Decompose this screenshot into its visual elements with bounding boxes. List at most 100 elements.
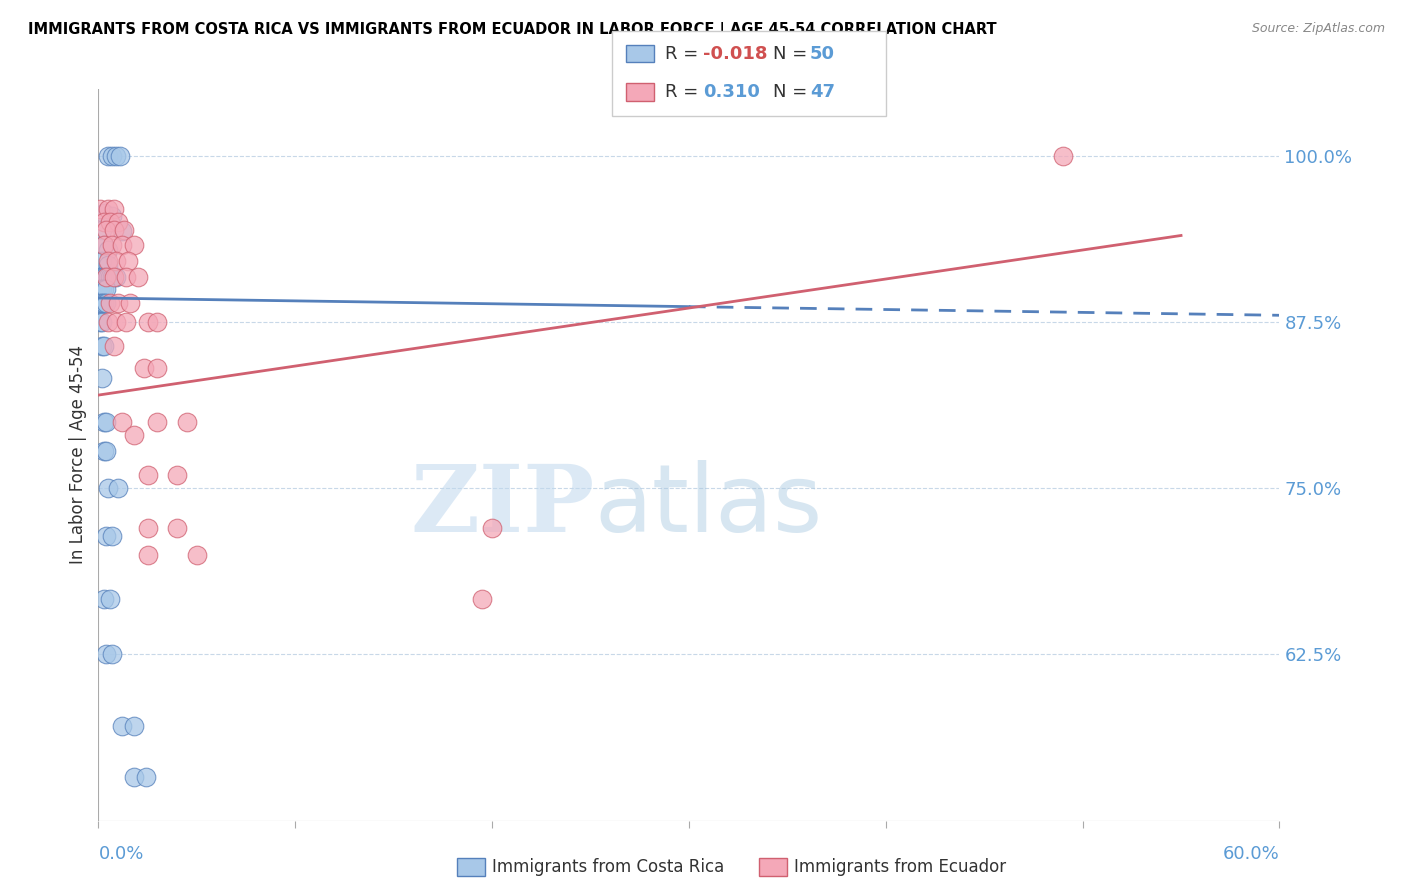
Point bbox=[93, 339, 115, 353]
Point bbox=[105, 315, 128, 329]
Point bbox=[115, 269, 138, 284]
Point bbox=[97, 269, 120, 284]
Point bbox=[93, 206, 115, 220]
Point bbox=[132, 361, 155, 376]
Point bbox=[97, 149, 120, 163]
Text: Immigrants from Ecuador: Immigrants from Ecuador bbox=[794, 858, 1007, 876]
Point bbox=[103, 339, 125, 353]
Point bbox=[91, 315, 114, 329]
Point bbox=[93, 296, 115, 310]
Point bbox=[96, 223, 118, 237]
Point bbox=[101, 648, 124, 662]
Text: R =: R = bbox=[665, 83, 704, 101]
Point bbox=[93, 282, 115, 296]
Point bbox=[96, 648, 118, 662]
Point bbox=[97, 315, 120, 329]
Point bbox=[89, 315, 111, 329]
Point bbox=[115, 315, 138, 329]
Text: 47: 47 bbox=[810, 83, 835, 101]
Point bbox=[146, 315, 169, 329]
Point bbox=[136, 315, 159, 329]
Point bbox=[103, 269, 125, 284]
Text: 50: 50 bbox=[810, 45, 835, 62]
Point bbox=[91, 339, 114, 353]
Point bbox=[146, 415, 169, 429]
Point bbox=[96, 444, 118, 458]
Point bbox=[186, 548, 208, 562]
Text: R =: R = bbox=[665, 45, 704, 62]
Point bbox=[122, 770, 145, 784]
Text: 60.0%: 60.0% bbox=[1223, 845, 1279, 863]
Point bbox=[127, 269, 149, 284]
Point bbox=[166, 467, 188, 482]
Point bbox=[101, 209, 124, 223]
Point bbox=[101, 237, 124, 252]
Point bbox=[481, 521, 503, 535]
Point bbox=[96, 282, 118, 296]
Point bbox=[96, 269, 118, 284]
Point bbox=[96, 529, 118, 543]
Point bbox=[91, 223, 114, 237]
Point bbox=[97, 481, 120, 495]
Point bbox=[89, 202, 111, 216]
Point bbox=[91, 296, 114, 310]
Point bbox=[136, 548, 159, 562]
Point bbox=[111, 225, 134, 239]
Point bbox=[105, 269, 128, 284]
Point bbox=[91, 371, 114, 385]
Point bbox=[166, 521, 188, 535]
Point bbox=[93, 237, 115, 252]
Point bbox=[105, 253, 128, 268]
Point bbox=[146, 361, 169, 376]
Point bbox=[112, 223, 135, 237]
Point bbox=[108, 149, 131, 163]
Text: Immigrants from Costa Rica: Immigrants from Costa Rica bbox=[492, 858, 724, 876]
Point bbox=[97, 202, 120, 216]
Point bbox=[111, 237, 134, 252]
Text: ZIP: ZIP bbox=[411, 461, 595, 551]
Point bbox=[1052, 149, 1074, 163]
Point bbox=[93, 269, 115, 284]
Point bbox=[135, 770, 157, 784]
Point bbox=[98, 215, 121, 229]
Point bbox=[97, 243, 120, 257]
Point bbox=[93, 444, 115, 458]
Point bbox=[103, 223, 125, 237]
Point bbox=[122, 719, 145, 733]
Point bbox=[98, 269, 121, 284]
Text: 0.0%: 0.0% bbox=[98, 845, 143, 863]
Point bbox=[101, 149, 124, 163]
Point bbox=[107, 296, 129, 310]
Point bbox=[176, 415, 198, 429]
Point bbox=[91, 269, 114, 284]
Point bbox=[93, 237, 115, 252]
Point bbox=[471, 591, 494, 606]
Point bbox=[93, 415, 115, 429]
Y-axis label: In Labor Force | Age 45-54: In Labor Force | Age 45-54 bbox=[69, 345, 87, 565]
Point bbox=[96, 296, 118, 310]
Point bbox=[93, 215, 115, 229]
Point bbox=[103, 202, 125, 216]
Point bbox=[118, 296, 141, 310]
Point bbox=[97, 253, 120, 268]
Point bbox=[89, 282, 111, 296]
Point bbox=[122, 428, 145, 442]
Point bbox=[117, 253, 139, 268]
Text: -0.018: -0.018 bbox=[703, 45, 768, 62]
Point bbox=[122, 237, 145, 252]
Point bbox=[98, 591, 121, 606]
Point bbox=[136, 467, 159, 482]
Text: N =: N = bbox=[773, 45, 813, 62]
Point bbox=[111, 719, 134, 733]
Point bbox=[98, 296, 121, 310]
Point bbox=[93, 591, 115, 606]
Point bbox=[89, 296, 111, 310]
Point bbox=[91, 253, 114, 268]
Point bbox=[91, 282, 114, 296]
Text: atlas: atlas bbox=[595, 460, 823, 552]
Point bbox=[101, 269, 124, 284]
Point bbox=[101, 529, 124, 543]
Point bbox=[105, 149, 128, 163]
Point bbox=[136, 521, 159, 535]
Point bbox=[97, 258, 120, 272]
